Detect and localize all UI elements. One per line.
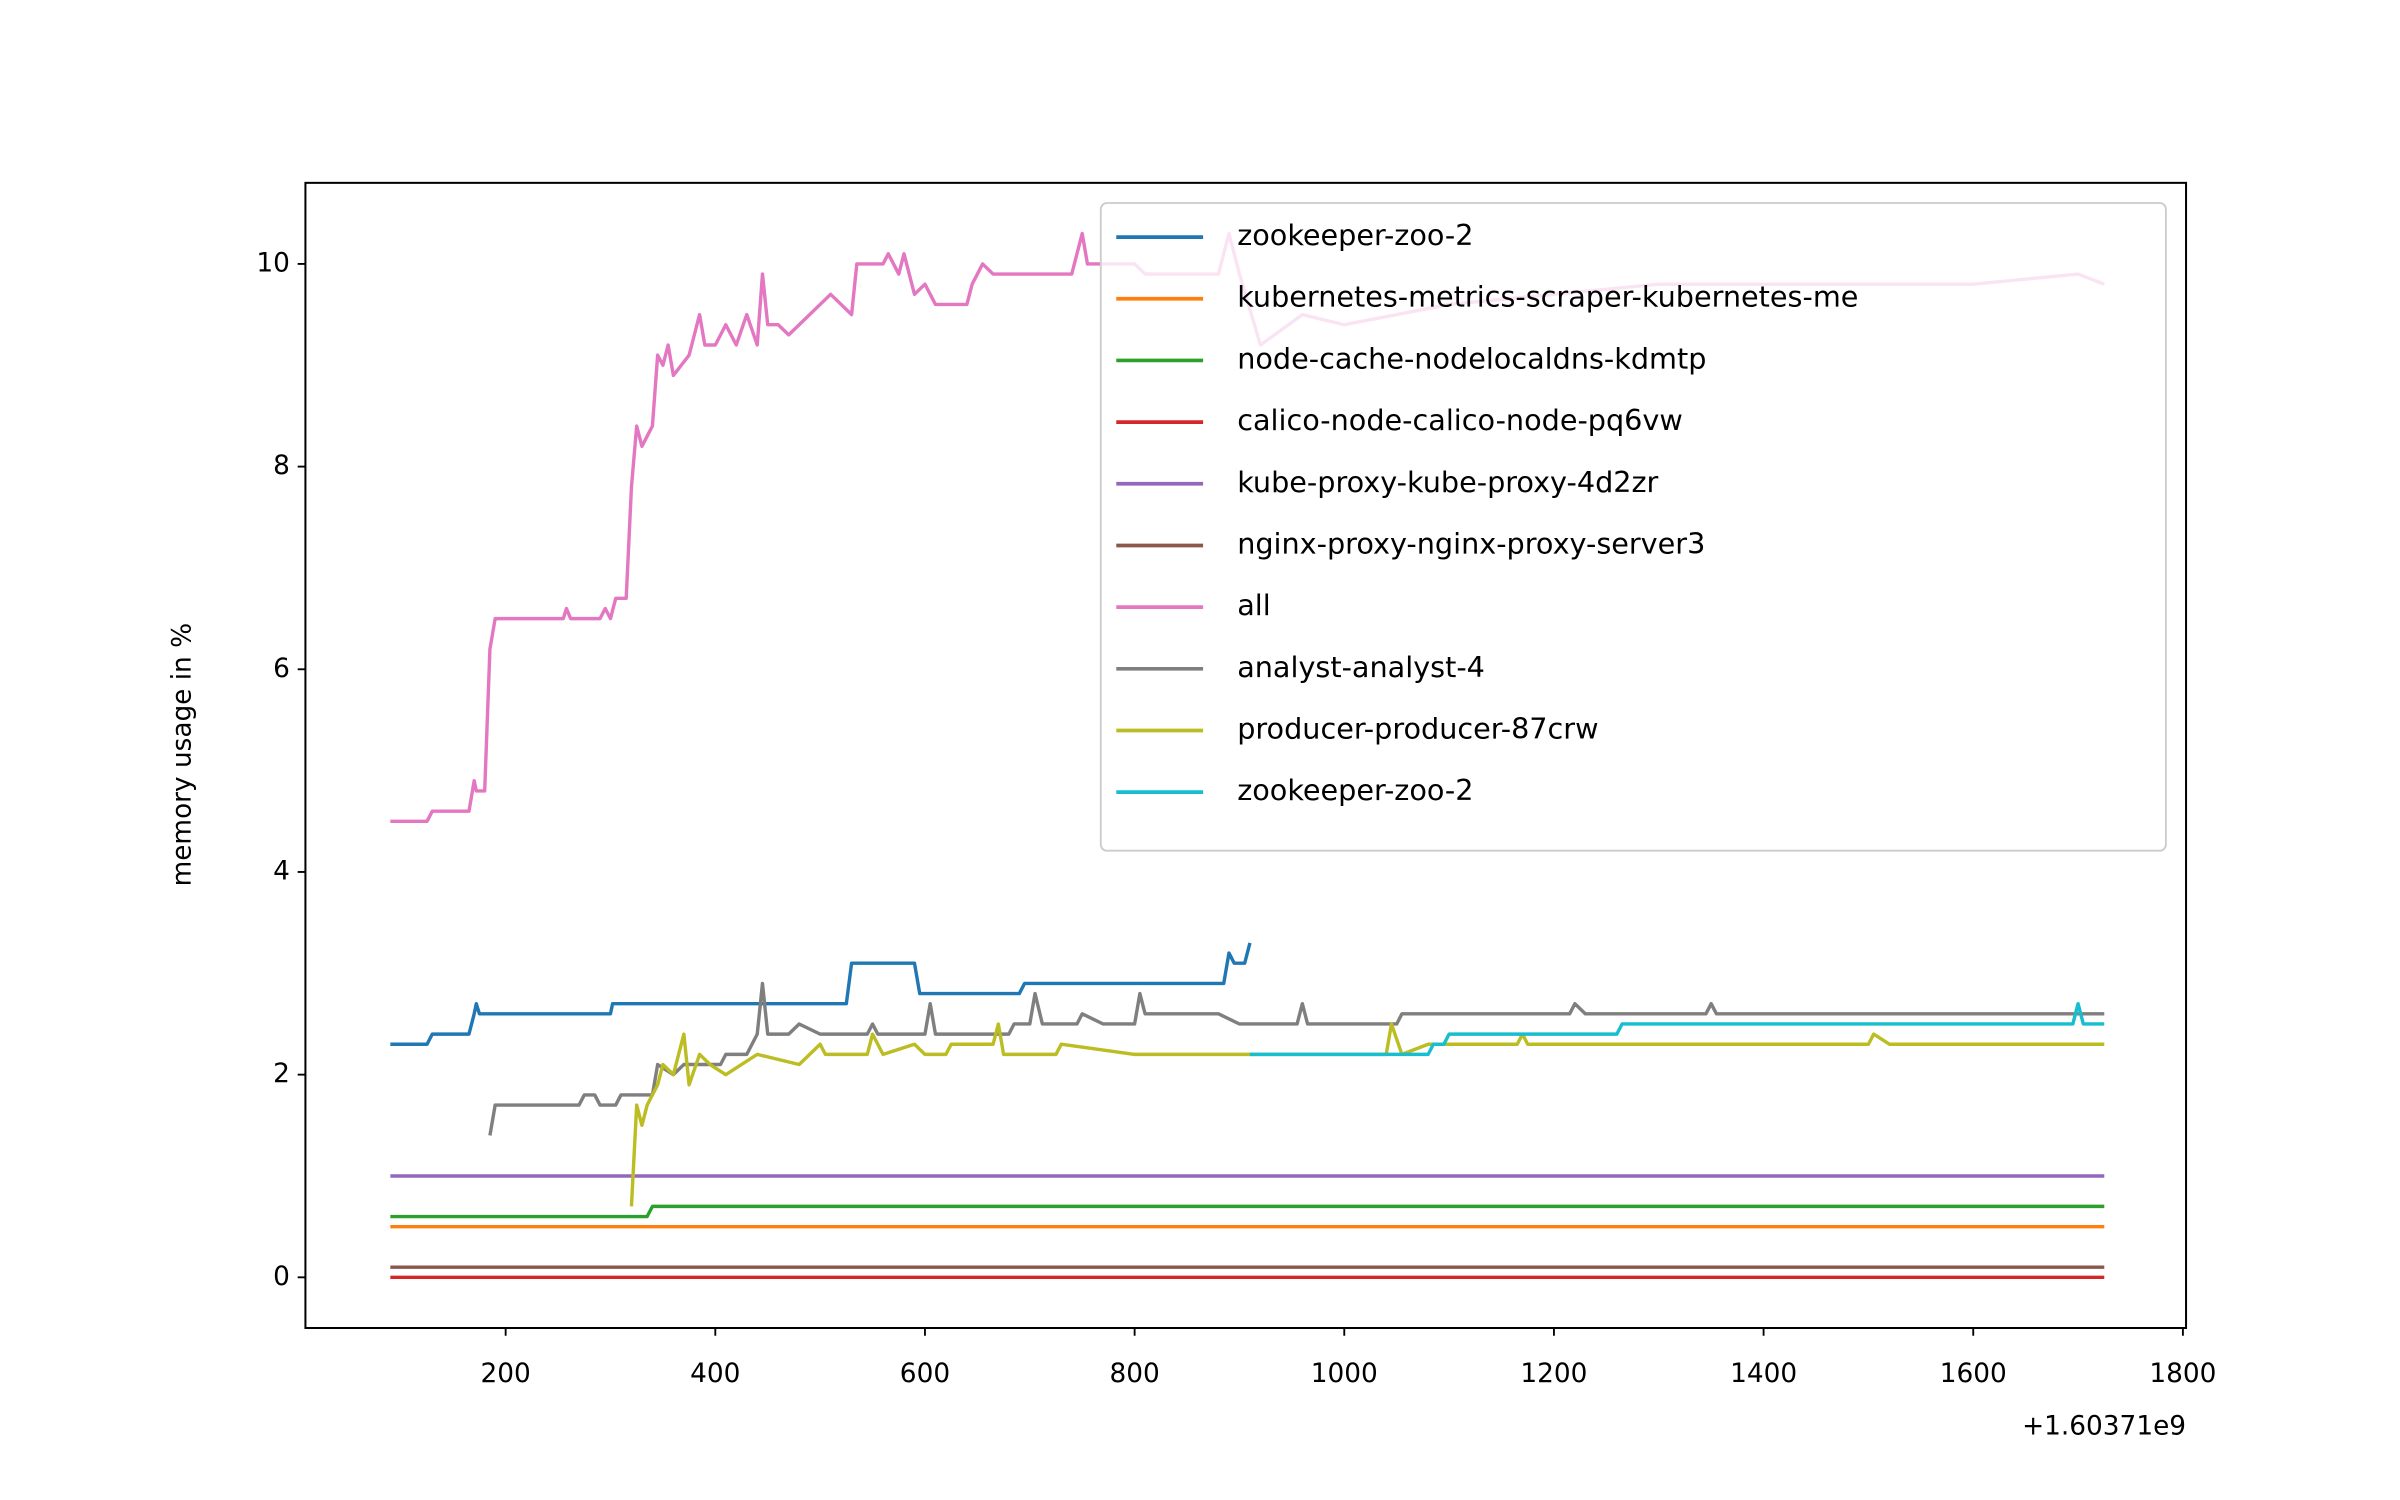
legend-label: calico-node-calico-node-pq6vw xyxy=(1237,403,1683,437)
series-line xyxy=(629,1022,2105,1207)
y-tick-label: 4 xyxy=(273,856,290,886)
y-tick-label: 8 xyxy=(273,451,290,481)
y-axis-label: memory usage in % xyxy=(167,623,197,887)
legend-label: producer-producer-87crw xyxy=(1237,711,1598,745)
series-line xyxy=(390,1204,2105,1219)
series-line xyxy=(390,942,1252,1046)
x-tick-label: 600 xyxy=(900,1359,950,1389)
x-offset-label: +1.60371e9 xyxy=(2022,1412,2186,1442)
x-tick-label: 400 xyxy=(690,1359,740,1389)
x-tick-label: 800 xyxy=(1109,1359,1159,1389)
x-tick-label: 200 xyxy=(481,1359,531,1389)
x-tick-label: 1400 xyxy=(1730,1359,1797,1389)
legend-label: kubernetes-metrics-scraper-kubernetes-me xyxy=(1237,280,1858,314)
ticks: 200 400 600 800 1000 1200 1400 1600 1800 0 2 4 6 8 10 xyxy=(256,248,2216,1389)
y-tick-label: 10 xyxy=(256,248,290,278)
legend: zookeeper-zoo-2 kubernetes-metrics-scrape… xyxy=(1099,202,2167,852)
y-tick-label: 2 xyxy=(273,1059,290,1089)
legend-label: nginx-proxy-nginx-proxy-server3 xyxy=(1237,526,1705,560)
legend-label: all xyxy=(1237,588,1270,622)
y-tick-label: 0 xyxy=(273,1262,290,1292)
x-tick-label: 1600 xyxy=(1940,1359,2007,1389)
series-line xyxy=(1249,1002,2105,1057)
legend-label: zookeeper-zoo-2 xyxy=(1237,773,1473,807)
legend-box xyxy=(1099,202,2167,852)
series-line xyxy=(488,981,2105,1136)
legend-label: zookeeper-zoo-2 xyxy=(1237,218,1473,252)
x-tick-label: 1000 xyxy=(1311,1359,1378,1389)
x-tick-label: 1800 xyxy=(2149,1359,2216,1389)
x-tick-label: 1200 xyxy=(1520,1359,1587,1389)
legend-label: analyst-analyst-4 xyxy=(1237,650,1485,684)
legend-label: node-cache-nodelocaldns-kdmtp xyxy=(1237,341,1706,375)
legend-label: kube-proxy-kube-proxy-4d2zr xyxy=(1237,465,1658,499)
y-tick-label: 6 xyxy=(273,654,290,684)
axes-frame xyxy=(304,181,2188,1330)
